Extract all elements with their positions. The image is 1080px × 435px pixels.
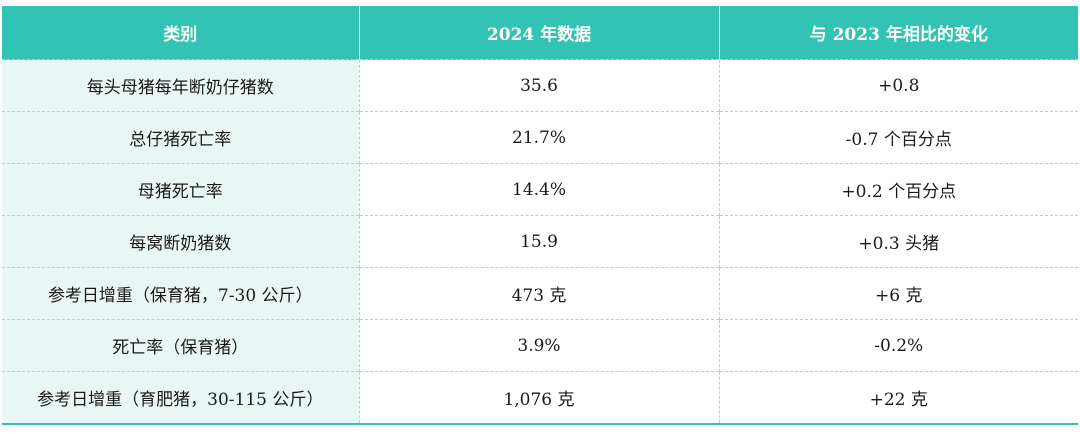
value-2024-cell: 15.9 bbox=[359, 215, 720, 268]
value-2024-cell: 3.9% bbox=[359, 319, 720, 372]
change-cell: +0.8 bbox=[719, 59, 1078, 112]
change-cell: +0.3 头猪 bbox=[719, 215, 1078, 268]
table-header-row: 类别 2024 年数据 与 2023 年相比的变化 bbox=[2, 6, 1078, 60]
pig-production-table: 类别 2024 年数据 与 2023 年相比的变化 每头母猪每年断奶仔猪数 35… bbox=[2, 6, 1078, 425]
category-cell: 每头母猪每年断奶仔猪数 bbox=[2, 59, 360, 112]
value-2024-cell: 35.6 bbox=[359, 59, 720, 112]
header-2024-data: 2024 年数据 bbox=[359, 6, 720, 60]
category-cell: 总仔猪死亡率 bbox=[2, 111, 360, 164]
change-cell: +6 克 bbox=[719, 267, 1078, 320]
data-table-container: 类别 2024 年数据 与 2023 年相比的变化 每头母猪每年断奶仔猪数 35… bbox=[2, 6, 1078, 425]
header-category: 类别 bbox=[2, 6, 360, 60]
change-cell: +0.2 个百分点 bbox=[719, 163, 1078, 216]
table-row: 死亡率（保育猪） 3.9% -0.2% bbox=[2, 319, 1078, 372]
value-2024-cell: 21.7% bbox=[359, 111, 720, 164]
category-cell: 参考日增重（育肥猪，30-115 公斤） bbox=[2, 371, 360, 425]
table-row: 总仔猪死亡率 21.7% -0.7 个百分点 bbox=[2, 111, 1078, 164]
category-cell: 母猪死亡率 bbox=[2, 163, 360, 216]
table-row: 参考日增重（保育猪，7-30 公斤） 473 克 +6 克 bbox=[2, 267, 1078, 320]
change-cell: +22 克 bbox=[719, 371, 1078, 425]
table-row: 参考日增重（育肥猪，30-115 公斤） 1,076 克 +22 克 bbox=[2, 371, 1078, 425]
change-cell: -0.2% bbox=[719, 319, 1078, 372]
value-2024-cell: 1,076 克 bbox=[359, 371, 720, 425]
header-change-vs-2023: 与 2023 年相比的变化 bbox=[719, 6, 1078, 60]
category-cell: 参考日增重（保育猪，7-30 公斤） bbox=[2, 267, 360, 320]
category-cell: 死亡率（保育猪） bbox=[2, 319, 360, 372]
value-2024-cell: 14.4% bbox=[359, 163, 720, 216]
table-row: 每头母猪每年断奶仔猪数 35.6 +0.8 bbox=[2, 59, 1078, 112]
table-row: 每窝断奶猪数 15.9 +0.3 头猪 bbox=[2, 215, 1078, 268]
table-row: 母猪死亡率 14.4% +0.2 个百分点 bbox=[2, 163, 1078, 216]
change-cell: -0.7 个百分点 bbox=[719, 111, 1078, 164]
category-cell: 每窝断奶猪数 bbox=[2, 215, 360, 268]
value-2024-cell: 473 克 bbox=[359, 267, 720, 320]
